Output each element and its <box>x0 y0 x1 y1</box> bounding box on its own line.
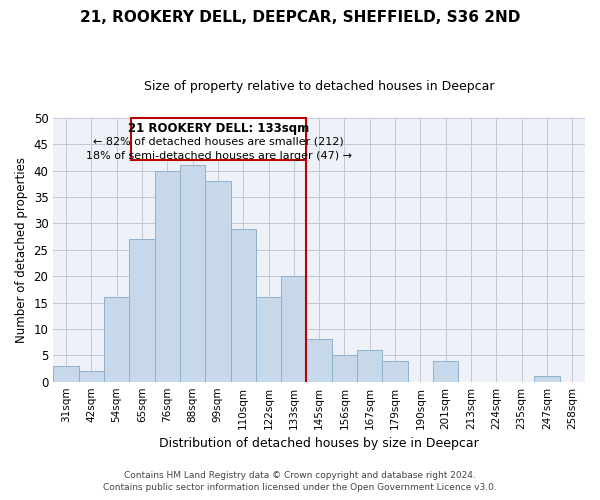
FancyBboxPatch shape <box>131 118 307 160</box>
Text: 18% of semi-detached houses are larger (47) →: 18% of semi-detached houses are larger (… <box>86 150 352 160</box>
Y-axis label: Number of detached properties: Number of detached properties <box>15 156 28 342</box>
Bar <box>129 239 155 382</box>
Title: Size of property relative to detached houses in Deepcar: Size of property relative to detached ho… <box>144 80 494 93</box>
Bar <box>307 340 332 382</box>
Text: 21, ROOKERY DELL, DEEPCAR, SHEFFIELD, S36 2ND: 21, ROOKERY DELL, DEEPCAR, SHEFFIELD, S3… <box>80 10 520 25</box>
Bar <box>230 228 256 382</box>
Bar <box>357 350 382 382</box>
Bar <box>104 297 129 382</box>
Text: 21 ROOKERY DELL: 133sqm: 21 ROOKERY DELL: 133sqm <box>128 122 309 135</box>
X-axis label: Distribution of detached houses by size in Deepcar: Distribution of detached houses by size … <box>159 437 479 450</box>
Bar <box>155 170 180 382</box>
Text: ← 82% of detached houses are smaller (212): ← 82% of detached houses are smaller (21… <box>93 136 344 146</box>
Bar <box>382 360 408 382</box>
Bar <box>53 366 79 382</box>
Bar <box>332 356 357 382</box>
Bar <box>180 166 205 382</box>
Bar <box>256 297 281 382</box>
Bar <box>433 360 458 382</box>
Text: Contains HM Land Registry data © Crown copyright and database right 2024.
Contai: Contains HM Land Registry data © Crown c… <box>103 471 497 492</box>
Bar <box>535 376 560 382</box>
Bar <box>79 371 104 382</box>
Bar <box>205 181 230 382</box>
Bar <box>281 276 307 382</box>
